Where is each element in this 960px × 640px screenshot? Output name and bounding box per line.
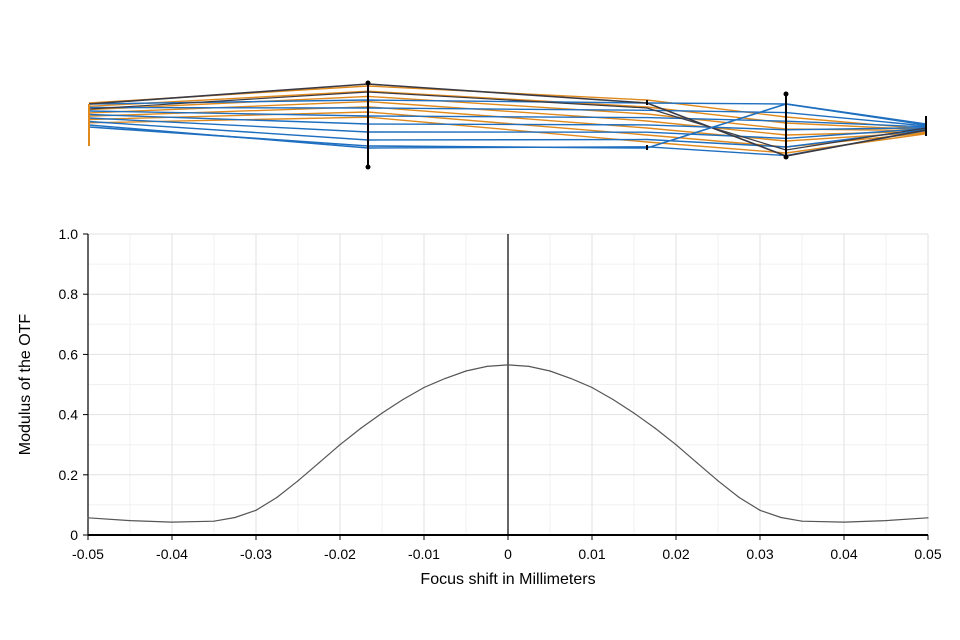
data-point — [801, 520, 803, 522]
axes — [83, 233, 929, 540]
data-point — [171, 521, 173, 523]
data-series — [87, 364, 929, 523]
data-point — [612, 398, 614, 401]
x-tick-label: -0.05 — [72, 546, 104, 562]
data-point — [759, 509, 761, 511]
blue-ray — [88, 113, 927, 131]
data-point — [465, 370, 467, 372]
data-point — [570, 377, 572, 380]
data-point — [486, 365, 488, 368]
data-point — [591, 386, 593, 389]
data-point — [213, 520, 215, 522]
blue-ray — [88, 120, 927, 148]
data-point — [549, 370, 551, 372]
data-point — [87, 517, 89, 519]
blue-ray — [88, 106, 927, 127]
data-point — [717, 480, 719, 482]
lens-1-top-marker — [365, 80, 371, 86]
data-point — [129, 519, 131, 522]
x-tick-label: 0.04 — [830, 546, 857, 562]
blue-ray — [88, 110, 927, 128]
marginal-ray — [88, 91, 927, 151]
lens-1-bottom-marker — [365, 164, 371, 170]
x-tick-label: 0.03 — [746, 546, 773, 562]
y-tick-label: 0.4 — [59, 407, 79, 423]
lens-2-top-marker — [783, 91, 789, 97]
data-point — [423, 386, 425, 389]
y-tick-label: 0.8 — [59, 286, 79, 302]
lens-ray-diagram — [88, 80, 927, 170]
y-tick-label: 0 — [70, 527, 78, 543]
data-point — [360, 427, 362, 429]
data-point — [696, 462, 698, 464]
data-point — [444, 377, 446, 380]
x-tick-label: -0.04 — [156, 546, 188, 562]
data-point — [654, 427, 656, 429]
data-point — [675, 444, 677, 446]
data-point — [297, 480, 299, 482]
optical-elements — [88, 80, 927, 170]
data-point — [234, 516, 236, 519]
x-tick-label: 0.02 — [662, 546, 689, 562]
x-tick-label: 0.01 — [578, 546, 605, 562]
orange-ray — [88, 100, 927, 136]
data-point — [885, 519, 887, 522]
data-point — [507, 364, 509, 366]
orange-ray — [88, 90, 927, 131]
data-point — [339, 444, 341, 446]
orange-ray — [88, 106, 927, 142]
y-tick-label: 0.2 — [59, 467, 79, 483]
x-tick-label: -0.01 — [408, 546, 440, 562]
lens-2-bottom-marker — [783, 154, 789, 160]
x-tick-label: -0.02 — [324, 546, 356, 562]
data-point — [402, 398, 404, 401]
y-axis-title: Modulus of the OTF — [17, 314, 34, 456]
x-tick-label: 0 — [504, 546, 512, 562]
data-point — [780, 516, 782, 519]
data-point — [381, 412, 383, 414]
data-point — [633, 412, 635, 414]
data-point — [318, 462, 320, 464]
data-point — [255, 509, 257, 511]
x-axis-title: Focus shift in Millimeters — [420, 571, 595, 588]
tick-labels: -0.05 -0.04 -0.03 -0.02 -0.01 0 0.01 0.02 0.03 0.… — [59, 226, 942, 562]
data-point — [927, 517, 929, 519]
y-tick-label: 1.0 — [59, 226, 79, 242]
y-tick-label: 0.6 — [59, 346, 79, 362]
data-point — [843, 521, 845, 523]
x-tick-label: 0.05 — [914, 546, 941, 562]
x-tick-label: -0.03 — [240, 546, 272, 562]
data-point — [528, 365, 530, 368]
blue-ray — [88, 117, 927, 140]
data-point — [738, 496, 740, 498]
data-point — [276, 496, 278, 498]
